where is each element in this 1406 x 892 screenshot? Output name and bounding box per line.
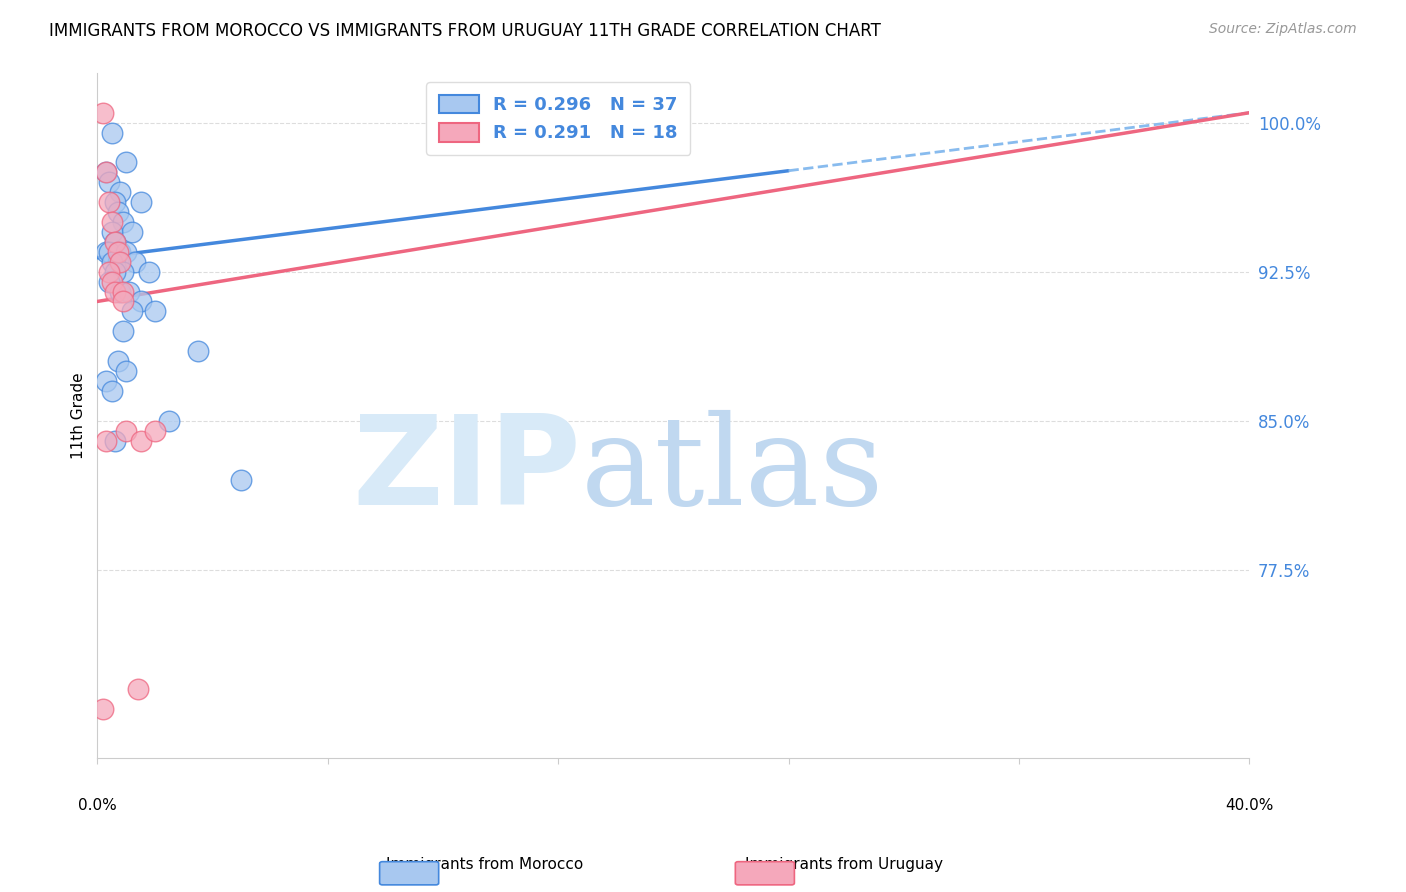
Point (112, 215, 135, 229)
Y-axis label: 11th Grade: 11th Grade (72, 372, 86, 459)
Text: 40.0%: 40.0% (1225, 798, 1274, 814)
Point (107, 354, 129, 368)
Point (107, 205, 129, 219)
Point (121, 225, 143, 239)
Point (97, 265, 120, 279)
Text: Immigrants from Morocco: Immigrants from Morocco (387, 857, 583, 872)
Point (104, 434, 127, 448)
Point (100, 126, 122, 140)
Point (115, 364, 138, 378)
Point (112, 265, 135, 279)
Point (129, 434, 152, 448)
Legend: R = 0.296   N = 37, R = 0.291   N = 18: R = 0.296 N = 37, R = 0.291 N = 18 (426, 82, 690, 155)
Point (104, 285, 127, 299)
Point (94, 244, 117, 259)
Point (107, 244, 129, 259)
Point (94, 165, 117, 179)
Point (94, 374, 117, 388)
Point (110, 185, 132, 199)
Point (97, 175, 120, 189)
Point (100, 215, 122, 229)
Point (104, 235, 127, 249)
Point (107, 254, 129, 268)
Point (97, 195, 120, 210)
Point (187, 344, 209, 359)
Point (91, 702, 114, 716)
Point (143, 304, 166, 318)
Text: Immigrants from Uruguay: Immigrants from Uruguay (745, 857, 942, 872)
Point (118, 285, 141, 299)
Point (115, 155, 138, 169)
Text: atlas: atlas (581, 410, 884, 531)
Point (121, 304, 143, 318)
Point (143, 424, 166, 438)
Point (138, 265, 160, 279)
Text: 0.0%: 0.0% (77, 798, 117, 814)
Point (157, 414, 180, 428)
Point (127, 681, 149, 696)
Point (110, 285, 132, 299)
Point (124, 254, 146, 268)
Text: IMMIGRANTS FROM MOROCCO VS IMMIGRANTS FROM URUGUAY 11TH GRADE CORRELATION CHART: IMMIGRANTS FROM MOROCCO VS IMMIGRANTS FR… (49, 22, 882, 40)
Point (100, 225, 122, 239)
Point (231, 473, 253, 487)
Point (100, 275, 122, 289)
Text: ZIP: ZIP (353, 410, 581, 531)
Text: Source: ZipAtlas.com: Source: ZipAtlas.com (1209, 22, 1357, 37)
Point (104, 265, 127, 279)
Point (115, 244, 138, 259)
Point (100, 254, 122, 268)
Point (129, 195, 152, 210)
Point (110, 254, 132, 268)
Point (112, 285, 135, 299)
Point (129, 294, 152, 309)
Point (110, 244, 132, 259)
Point (91, 105, 114, 120)
Point (112, 324, 135, 338)
Point (97, 275, 120, 289)
Point (104, 195, 127, 210)
Point (97, 244, 120, 259)
Point (94, 434, 117, 448)
Point (115, 424, 138, 438)
Point (100, 384, 122, 398)
Point (94, 165, 117, 179)
Point (112, 294, 135, 309)
Point (104, 235, 127, 249)
